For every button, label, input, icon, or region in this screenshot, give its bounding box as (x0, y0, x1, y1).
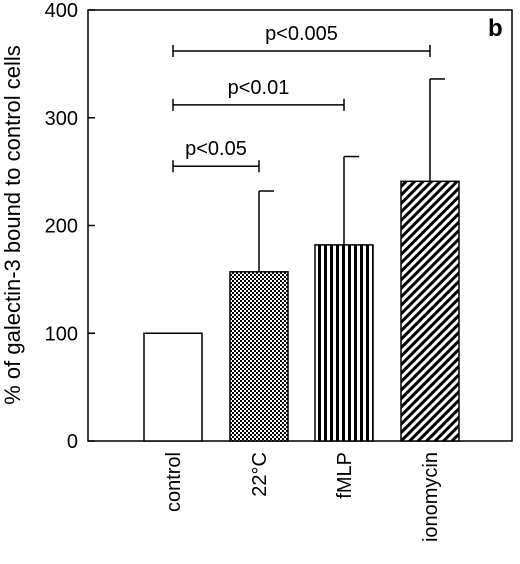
y-tick-label: 200 (45, 216, 78, 238)
y-axis-label: % of galectin-3 bound to control cells (0, 45, 25, 405)
significance-label: p<0.005 (265, 23, 338, 45)
panel-letter: b (488, 15, 503, 42)
bars (143, 180, 460, 442)
significance-brackets: p<0.05 p<0.01 p<0.005 (172, 23, 431, 173)
bar-4 (400, 180, 460, 442)
significance-label: p<0.01 (228, 77, 290, 99)
error-bars (258, 78, 445, 272)
y-tick-label: 400 (45, 0, 78, 22)
y-tick-label: 0 (67, 431, 78, 453)
x-tick-labels: control 22°C fMLP ionomycin (163, 452, 442, 542)
bar-3 (314, 244, 374, 442)
x-tick-label: 22°C (249, 452, 271, 497)
axes: 0 100 200 300 400 (45, 0, 513, 453)
y-tick-label: 100 (45, 323, 78, 345)
bar-2 (229, 271, 289, 442)
y-tick-label: 300 (45, 108, 78, 130)
x-tick-label: ionomycin (420, 452, 442, 542)
x-tick-label: control (163, 452, 185, 512)
x-tick-label: fMLP (334, 452, 356, 499)
significance-label: p<0.05 (185, 138, 247, 160)
bar-1 (143, 332, 203, 442)
